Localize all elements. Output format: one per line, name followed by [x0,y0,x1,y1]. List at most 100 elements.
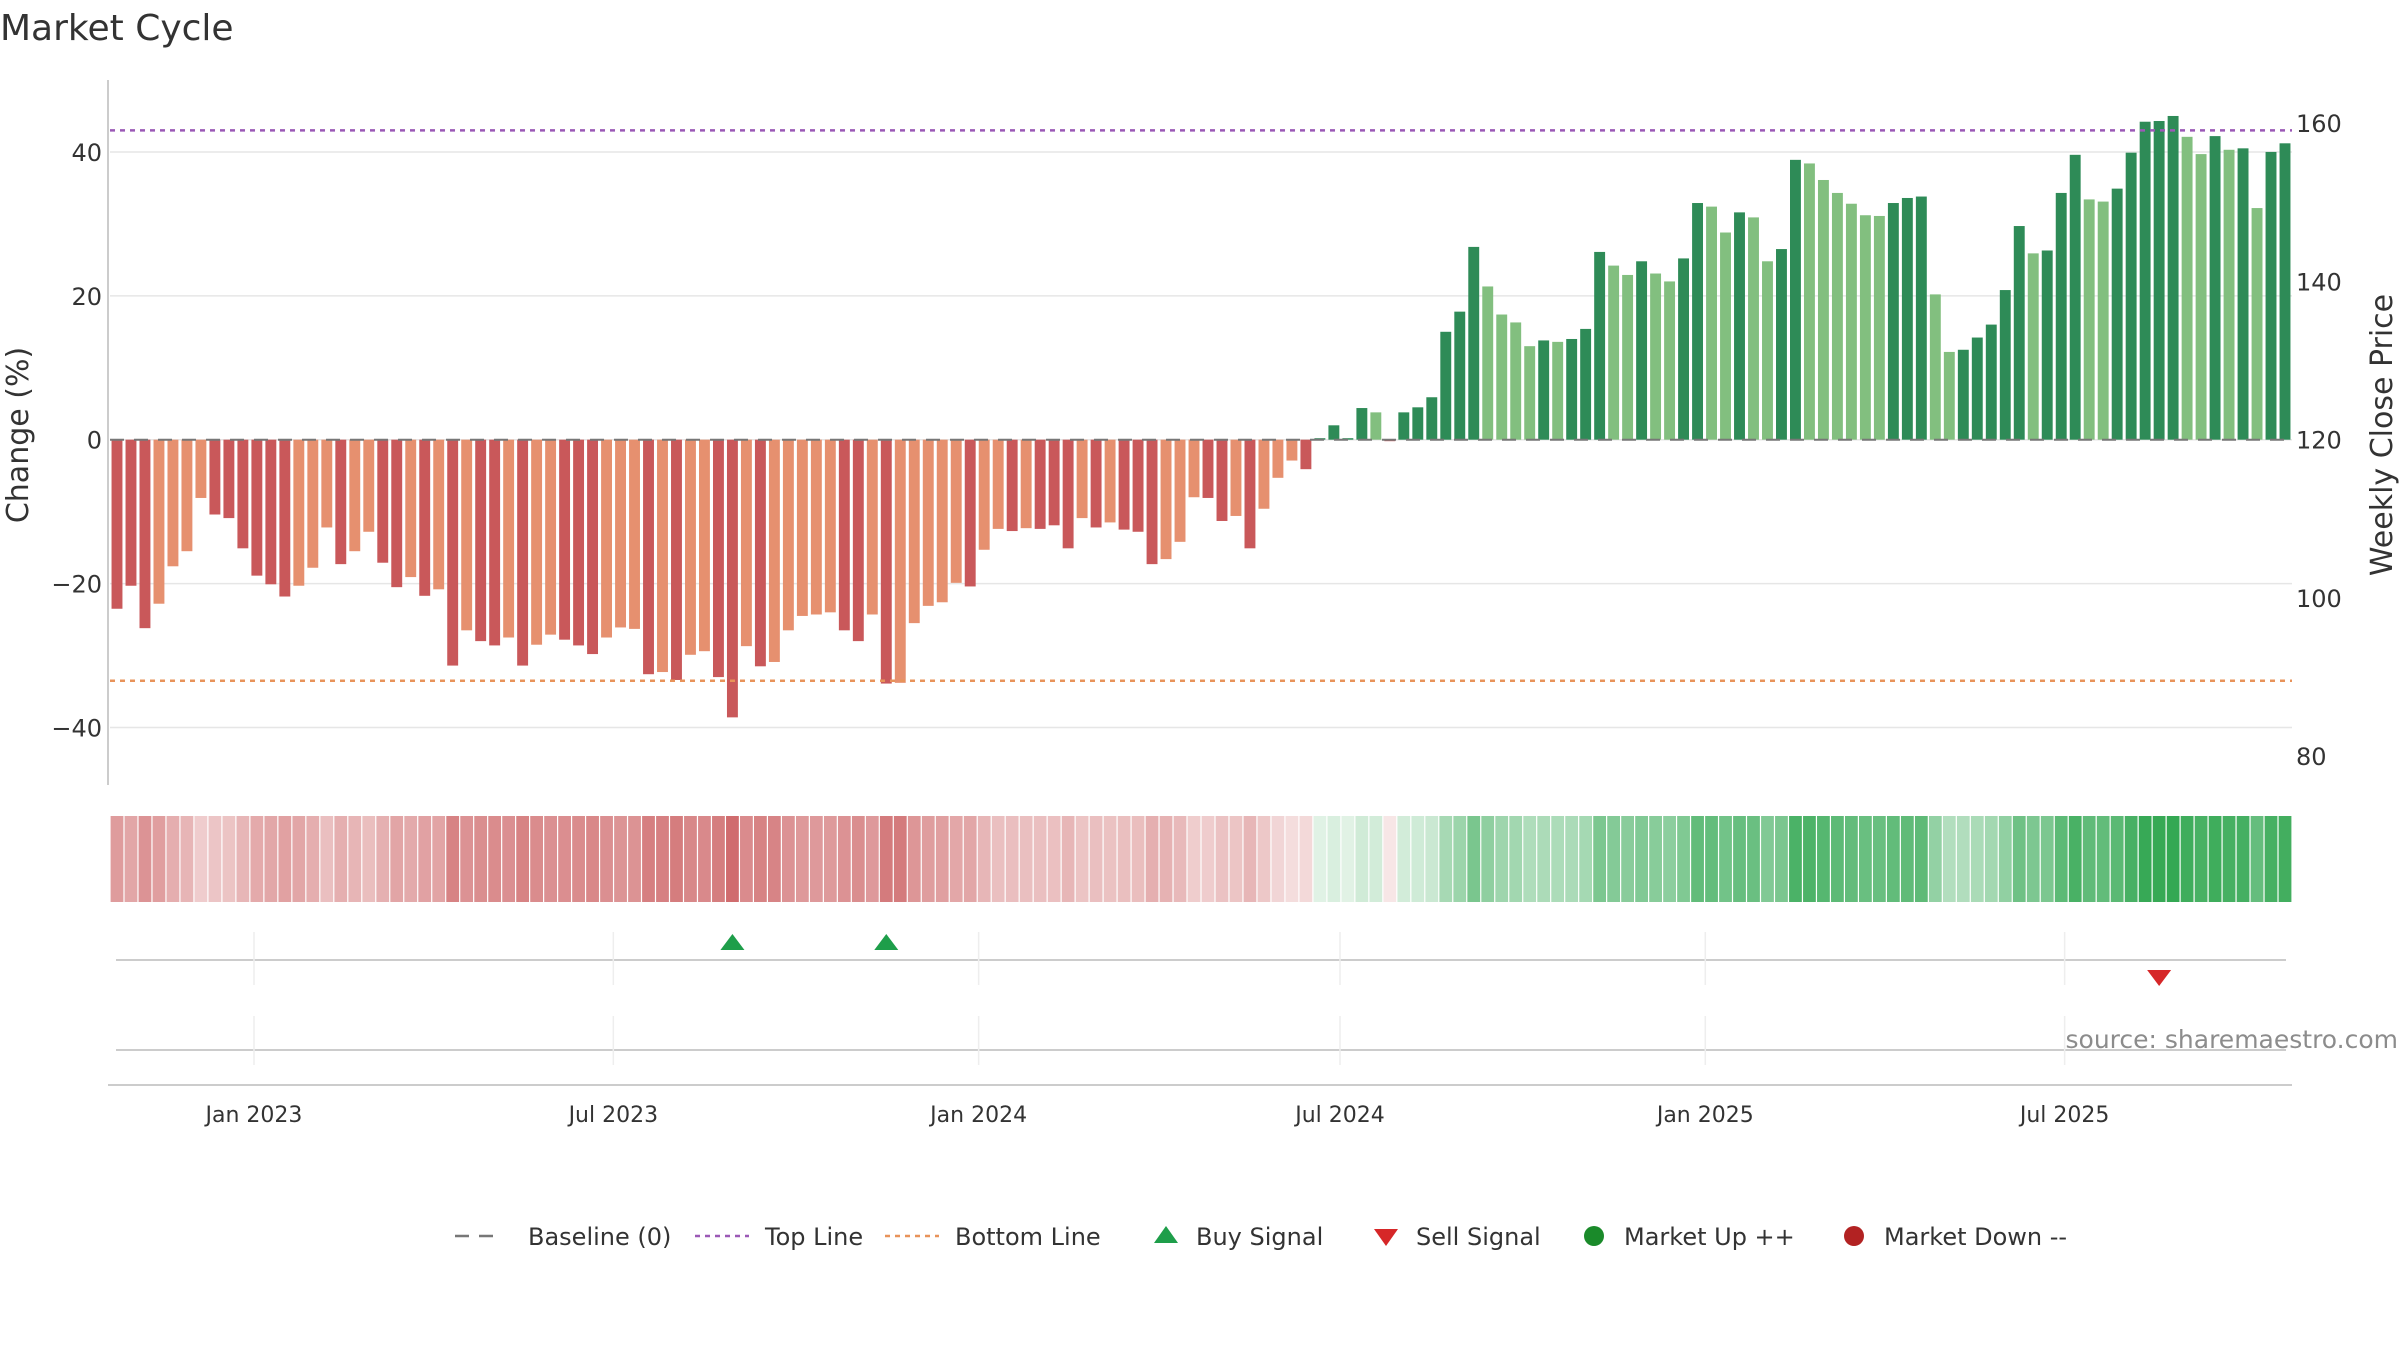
strip-cell [1859,816,1872,902]
strip-cell [1509,816,1523,902]
strip-cell [278,816,292,902]
legend-label: Sell Signal [1416,1223,1541,1251]
legend-label: Bottom Line [955,1223,1101,1251]
bar [461,439,473,631]
bar [1440,331,1452,440]
bar [517,439,529,666]
strip-cell [1005,816,1019,902]
bar [1510,322,1522,440]
bar [657,439,668,673]
bar [1580,328,1592,440]
bar [279,439,291,597]
strip-cell [1803,816,1816,902]
y-tick-label: −20 [51,571,102,599]
bar [1845,203,1857,440]
bar [1859,215,1871,440]
strip-cell [712,816,725,902]
bar [419,439,431,596]
strip-cell [865,816,879,902]
strip-cell [2194,816,2208,902]
x-tick-label: Jul 2025 [2018,1103,2110,1128]
bar [726,439,738,718]
legend-label: Baseline (0) [528,1223,671,1251]
bar [2153,121,2165,440]
strip-cell [432,816,446,902]
bar [1286,439,1298,461]
strip-cell [1369,816,1383,902]
strip-cell [851,816,865,902]
strip-cell [1383,816,1397,902]
bar [1496,314,1508,440]
bar [181,439,193,552]
bar [2223,149,2235,440]
bar [2013,226,2025,440]
bar [1272,439,1284,478]
source-label: source: sharemaestro.com [2066,1025,2399,1054]
bar [2279,143,2291,440]
bar [1748,217,1759,440]
strip-cell [2138,816,2152,902]
strip-cell [684,816,697,902]
bar [950,439,962,583]
bar [615,439,626,628]
bar [796,439,808,616]
bar [1398,412,1410,440]
bar [1762,261,1773,440]
strip-cell [754,816,767,902]
strip-cell [1495,816,1509,902]
strip-cell [1411,816,1425,902]
bar [1468,246,1480,440]
y2-tick-label: 160 [2296,110,2342,138]
bar [1034,439,1046,529]
bar [1006,439,1018,532]
strip-cell [1565,816,1579,902]
strip-cell [152,816,166,902]
strip-cell [334,816,348,902]
strip-cell [376,816,390,902]
bar [1412,407,1424,440]
bar [908,439,920,624]
bar [810,439,822,615]
y2-tick-label: 100 [2296,585,2342,613]
strip-cell [2208,816,2222,902]
bar [1664,281,1676,440]
y2-axis-ticks: 80 100 120 140 160 [2296,110,2342,771]
bar [2055,192,2067,440]
strip-cell [390,816,404,902]
bar [153,439,165,604]
strip-cell [2012,816,2026,902]
bar [237,439,249,549]
bar [2209,136,2221,440]
strip-cell [2124,816,2138,902]
strip-cell [1355,816,1369,902]
bar [307,439,319,568]
bar [699,439,710,652]
bar [629,439,640,629]
y-axis-ticks: −40 −20 0 20 40 [51,139,102,743]
bar [2265,151,2277,440]
strip-cell [2236,816,2250,902]
strip-cell [1845,816,1858,902]
strip-cell [1523,816,1537,902]
legend-swatch [1374,1229,1398,1246]
bar [936,439,948,603]
bar [922,439,934,606]
bar [1776,249,1787,440]
strip-cell [921,816,935,902]
bar [643,439,654,675]
legend-swatch [1584,1226,1604,1246]
strip-cell [124,816,138,902]
strip-cell [893,816,907,902]
bar [139,439,151,629]
bar [740,439,752,647]
strip-cell [1257,816,1271,902]
strip-cell [1215,816,1229,902]
strip-cell [1271,816,1285,902]
strip-cell [1243,816,1257,902]
signals-vertical-grid [253,932,2066,985]
strip-cell [1942,816,1956,902]
bar [2181,136,2193,440]
bar [782,439,794,631]
legend: Baseline (0) Top Line Bottom Line Buy Signa… [455,1223,2067,1251]
strip-cell [1019,816,1033,902]
